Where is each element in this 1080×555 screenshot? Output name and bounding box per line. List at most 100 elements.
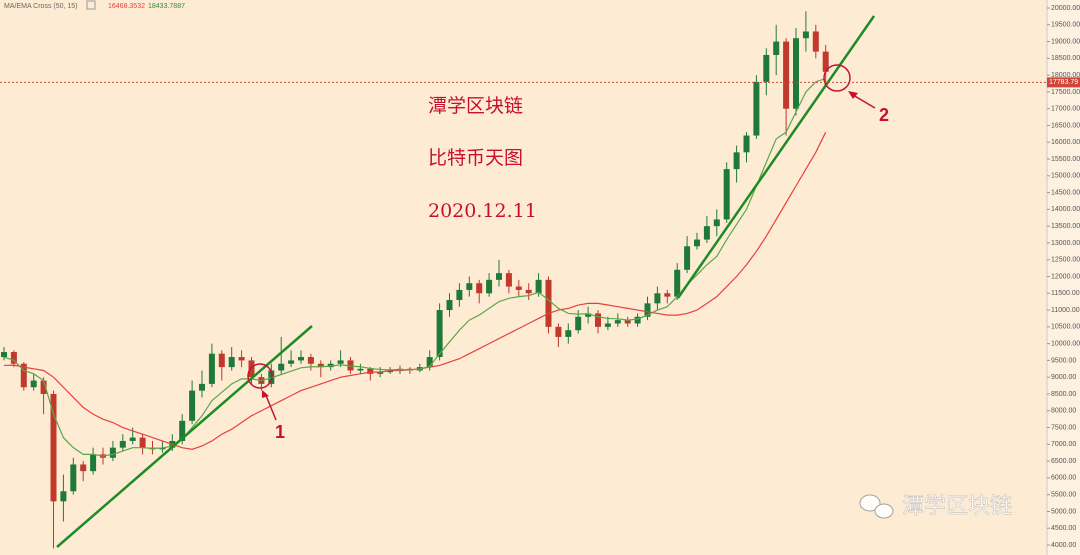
candle-body	[703, 226, 710, 240]
candle-body	[10, 352, 17, 364]
candle-body	[733, 152, 740, 170]
candle-body	[822, 51, 829, 72]
candle-body	[109, 447, 116, 458]
y-tick-label: 10000.00	[1051, 340, 1080, 347]
marker-circle	[823, 64, 851, 92]
candle-body	[90, 454, 97, 472]
candle-body	[565, 330, 572, 337]
legend-icon[interactable]	[86, 0, 96, 10]
candle-body	[654, 293, 661, 304]
annotation: 2020.12.11	[428, 200, 537, 222]
candle-body	[377, 372, 384, 374]
candle-body	[129, 437, 136, 441]
y-tick-label: 13000.00	[1051, 240, 1080, 247]
ma-line	[3, 77, 826, 457]
candle-body	[307, 357, 314, 364]
candle-body	[793, 38, 799, 109]
candle-body	[317, 363, 324, 368]
y-tick-label: 5500.00	[1051, 492, 1076, 499]
candle-body	[30, 380, 37, 388]
candle-body	[763, 54, 770, 82]
annotation: 2	[879, 105, 889, 125]
y-tick-label: 19500.00	[1051, 22, 1080, 29]
candle-body	[723, 169, 730, 220]
candle-body	[288, 360, 295, 364]
trend-line	[56, 325, 313, 548]
candle-body	[773, 41, 780, 55]
wechat-icon	[859, 494, 881, 512]
candle-body	[189, 390, 196, 421]
candle-body	[545, 279, 552, 327]
y-tick-label: 17500.00	[1051, 89, 1080, 96]
y-tick-label: 16000.00	[1051, 139, 1080, 146]
candle-body	[604, 323, 611, 327]
y-tick-label: 18000.00	[1051, 72, 1080, 79]
candle-body	[525, 289, 532, 294]
y-tick-label: 9000.00	[1051, 374, 1076, 381]
candle-body	[486, 279, 493, 294]
candle-body	[456, 289, 463, 300]
candle-body	[327, 363, 334, 368]
y-tick-label: 6500.00	[1051, 458, 1076, 465]
y-tick-label: 4500.00	[1051, 525, 1076, 532]
y-tick-label: 12500.00	[1051, 257, 1080, 264]
watermark: 潭学区块链	[859, 493, 1012, 519]
trend-line	[676, 15, 876, 299]
candle-body	[238, 357, 245, 361]
candle-body	[684, 246, 691, 270]
arrow-head	[848, 91, 858, 99]
candle-body	[387, 370, 394, 373]
y-tick-label: 10500.00	[1051, 324, 1080, 331]
y-tick-label: 8500.00	[1051, 391, 1076, 398]
candle-body	[436, 310, 443, 358]
y-tick-label: 15000.00	[1051, 173, 1080, 180]
y-tick-label: 13500.00	[1051, 223, 1080, 230]
y-tick-label: 6000.00	[1051, 475, 1076, 482]
legend-value: 16468.3532	[108, 3, 145, 10]
candle-body	[634, 316, 641, 324]
candle-body	[753, 81, 760, 136]
arrow	[852, 94, 876, 109]
marker-circle	[247, 363, 273, 389]
candle-body	[218, 353, 225, 368]
watermark-text: 潭学区块链	[902, 493, 1012, 518]
y-tick-label: 14500.00	[1051, 189, 1080, 196]
y-tick-label: 11000.00	[1051, 307, 1080, 314]
candle-body	[802, 31, 809, 39]
ma-line	[3, 131, 827, 450]
candle-body	[278, 363, 285, 371]
candle-body	[179, 420, 186, 441]
candle-body	[644, 303, 651, 317]
candle-body	[426, 357, 433, 368]
y-tick-label: 16500.00	[1051, 122, 1080, 129]
candle-body	[298, 357, 304, 361]
y-tick-label: 18500.00	[1051, 55, 1080, 62]
candle-body	[812, 31, 819, 52]
y-tick-label: 15500.00	[1051, 156, 1080, 163]
y-tick-label: 9500.00	[1051, 357, 1076, 364]
candle-body	[466, 283, 473, 290]
y-tick-label: 8000.00	[1051, 408, 1076, 415]
last-price-box	[1047, 77, 1080, 88]
y-tick-label: 17000.00	[1051, 106, 1080, 113]
y-tick-label: 19000.00	[1051, 38, 1080, 45]
y-tick-label: 7000.00	[1051, 441, 1076, 448]
candle-body	[505, 273, 512, 287]
candle-body	[664, 293, 671, 297]
annotation: 潭学区块链	[428, 95, 523, 117]
candle-body	[713, 219, 720, 227]
candle-body	[228, 357, 235, 368]
candle-body	[357, 368, 364, 371]
candle-body	[476, 283, 483, 294]
legend-value: 18433.7887	[148, 3, 185, 10]
y-tick-label: 5000.00	[1051, 508, 1076, 515]
candle-body	[50, 393, 57, 502]
y-tick-label: 14000.00	[1051, 206, 1080, 213]
candle-body	[694, 239, 700, 247]
candle-body	[367, 368, 374, 374]
candle-body	[446, 299, 453, 311]
candle-body	[515, 286, 522, 290]
candle-body	[535, 279, 542, 294]
